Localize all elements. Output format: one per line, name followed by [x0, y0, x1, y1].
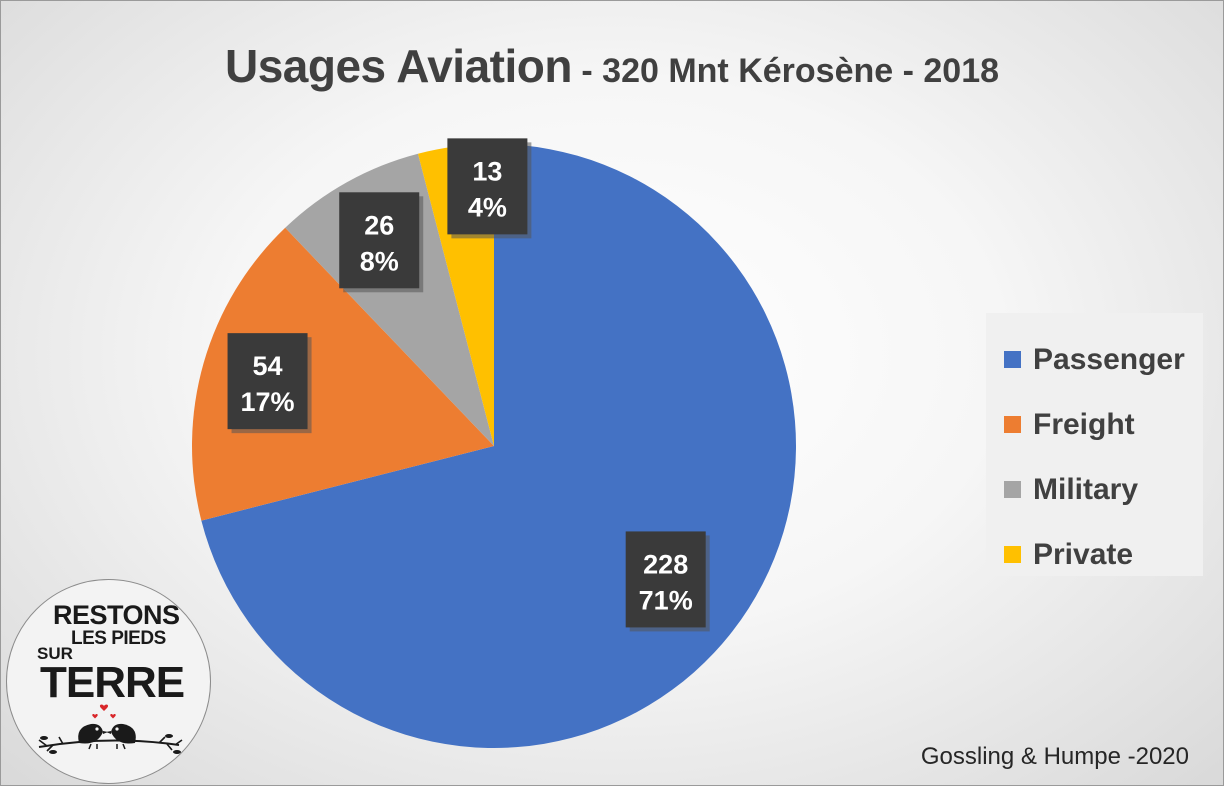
- birds-on-branch-icon: [38, 704, 183, 754]
- legend-label-passenger: Passenger: [1033, 342, 1185, 376]
- data-label-percent: 8%: [360, 246, 399, 276]
- logo-line-1: RESTONS: [53, 600, 180, 630]
- data-label-value: 26: [364, 210, 394, 240]
- data-label-value: 13: [472, 156, 502, 186]
- data-label-box: [339, 192, 420, 289]
- legend-swatch-private: [1004, 546, 1021, 563]
- legend-label-freight: Freight: [1033, 407, 1135, 441]
- data-label-percent: 4%: [468, 192, 507, 222]
- chart-title-main: Usages Aviation: [224, 40, 572, 92]
- legend-swatch-military: [1004, 481, 1021, 498]
- data-label-box: [447, 138, 528, 235]
- data-label-percent: 71%: [639, 585, 693, 615]
- data-label-box: [227, 333, 308, 430]
- legend-label-private: Private: [1033, 537, 1134, 571]
- data-label-box: [625, 531, 706, 628]
- pie-slice-freight: [192, 227, 494, 521]
- legend-item-passenger: Passenger: [986, 327, 1203, 392]
- pie-slice-military: [285, 153, 494, 446]
- logo-line-3: SUR: [37, 644, 73, 663]
- data-label-private: 134%: [447, 138, 532, 239]
- legend-item-military: Military: [986, 457, 1203, 522]
- data-label-value: 228: [643, 549, 688, 579]
- logo-line-2: LES PIEDS: [71, 628, 166, 649]
- data-label-value: 54: [253, 351, 283, 381]
- chart-legend: Passenger Freight Military Private: [986, 313, 1203, 576]
- legend-label-military: Military: [1033, 472, 1139, 506]
- chart-title-subtitle: 320 Mnt Kérosène - 2018: [602, 52, 1000, 90]
- legend-swatch-freight: [1004, 416, 1021, 433]
- chart-title: Usages Aviation - 320 Mnt Kérosène - 201…: [1, 39, 1223, 93]
- data-label-military: 268%: [339, 192, 424, 293]
- legend-item-private: Private: [986, 522, 1203, 587]
- chart-title-separator: -: [571, 52, 603, 90]
- restons-les-pieds-sur-terre-logo: RESTONS LES PIEDS SUR TERRE: [6, 579, 211, 784]
- source-credit: Gossling & Humpe -2020: [920, 743, 1189, 770]
- legend-item-freight: Freight: [986, 392, 1203, 457]
- data-label-percent: 17%: [241, 387, 295, 417]
- legend-swatch-passenger: [1004, 351, 1021, 368]
- logo-line-4: TERRE: [40, 658, 185, 707]
